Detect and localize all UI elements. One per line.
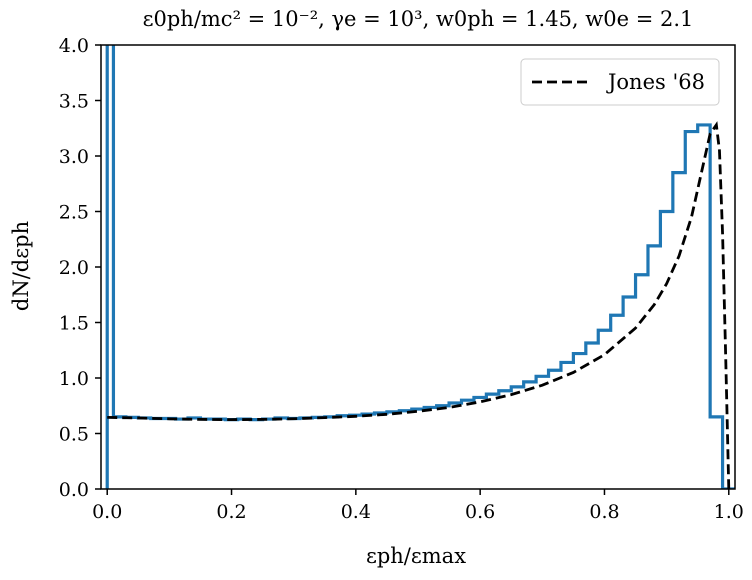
- x-tick-label: 1.0: [714, 501, 744, 523]
- y-tick-label: 2.5: [59, 202, 89, 224]
- chart-title: ε0ph/mc² = 10⁻², γe = 10³, w0ph = 1.45, …: [143, 7, 694, 31]
- legend-frame: [520, 58, 720, 106]
- y-tick-label: 3.5: [59, 91, 89, 113]
- y-axis-label: dN/dεph: [9, 221, 33, 311]
- y-axis: 0.0 0.5 1.0 1.5 2.0 2.5 3.0 3.5 4.0: [59, 35, 101, 501]
- x-tick-label: 0.4: [341, 501, 371, 523]
- x-axis-label: εph/εmax: [366, 544, 466, 568]
- y-tick-label: 1.5: [59, 313, 89, 335]
- x-tick-label: 0.6: [465, 501, 495, 523]
- axes-frame: [100, 44, 736, 490]
- y-tick-label: 2.0: [59, 257, 89, 279]
- histogram-series: [105, 45, 735, 489]
- x-tick-label: 0.0: [92, 501, 122, 523]
- legend: Jones '68: [520, 58, 720, 106]
- plot-area: [105, 45, 735, 489]
- y-tick-label: 0.5: [59, 424, 89, 446]
- x-tick-label: 0.2: [216, 501, 246, 523]
- jones-68-series: [107, 121, 731, 489]
- y-tick-label: 4.0: [59, 35, 89, 57]
- x-axis: 0.0 0.2 0.4 0.6 0.8 1.0: [92, 489, 744, 523]
- y-tick-label: 1.0: [59, 368, 89, 390]
- y-tick-label: 0.0: [59, 479, 89, 501]
- legend-entry-label: Jones '68: [606, 70, 705, 94]
- x-tick-label: 0.8: [589, 501, 619, 523]
- y-tick-label: 3.0: [59, 146, 89, 168]
